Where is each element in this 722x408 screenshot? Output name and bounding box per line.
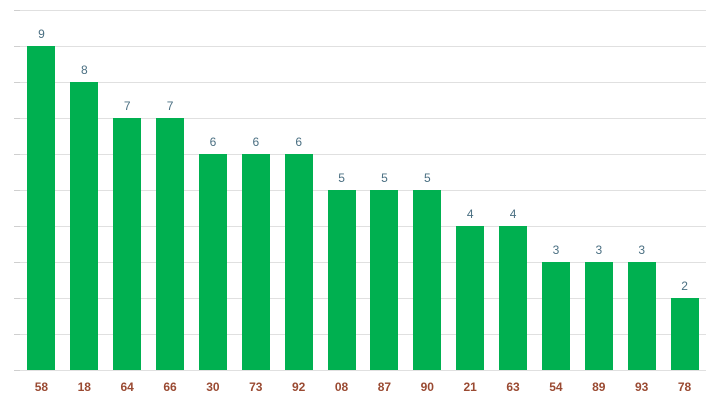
bar-58 [27,46,55,370]
data-label-58: 9 [38,27,45,41]
x-tick-label-66: 66 [163,380,177,394]
data-label-21: 4 [467,207,474,221]
data-label-92: 6 [295,135,302,149]
bar-87 [370,190,398,370]
x-tick-label-18: 18 [78,380,92,394]
x-tick-label-58: 58 [35,380,49,394]
data-label-66: 7 [167,99,174,113]
x-tick-label-93: 93 [635,380,649,394]
x-tick-label-87: 87 [378,380,392,394]
bar-30 [199,154,227,370]
data-label-78: 2 [681,279,688,293]
x-tick-label-92: 92 [292,380,306,394]
data-label-90: 5 [424,171,431,185]
bar-21 [456,226,484,370]
bar-90 [413,190,441,370]
bar-54 [542,262,570,370]
x-tick-label-21: 21 [464,380,478,394]
x-tick-label-89: 89 [592,380,606,394]
x-tick-label-08: 08 [335,380,349,394]
data-label-73: 6 [252,135,259,149]
bar-08 [328,190,356,370]
bar-78 [671,298,699,370]
x-tick-label-90: 90 [421,380,435,394]
bar-92 [285,154,313,370]
x-tick-label-73: 73 [249,380,263,394]
bar-73 [242,154,270,370]
x-tick-label-30: 30 [206,380,220,394]
data-label-54: 3 [553,243,560,257]
data-label-08: 5 [338,171,345,185]
bar-66 [156,118,184,370]
data-label-64: 7 [124,99,131,113]
data-label-87: 5 [381,171,388,185]
bar-93 [628,262,656,370]
bar-89 [585,262,613,370]
bar-64 [113,118,141,370]
x-tick-label-63: 63 [506,380,520,394]
x-tick-label-78: 78 [678,380,692,394]
data-label-93: 3 [638,243,645,257]
bar-63 [499,226,527,370]
x-tick-label-54: 54 [549,380,563,394]
data-label-30: 6 [210,135,217,149]
data-label-89: 3 [595,243,602,257]
data-label-18: 8 [81,63,88,77]
x-tick-label-64: 64 [121,380,135,394]
bar-18 [70,82,98,370]
data-label-63: 4 [510,207,517,221]
